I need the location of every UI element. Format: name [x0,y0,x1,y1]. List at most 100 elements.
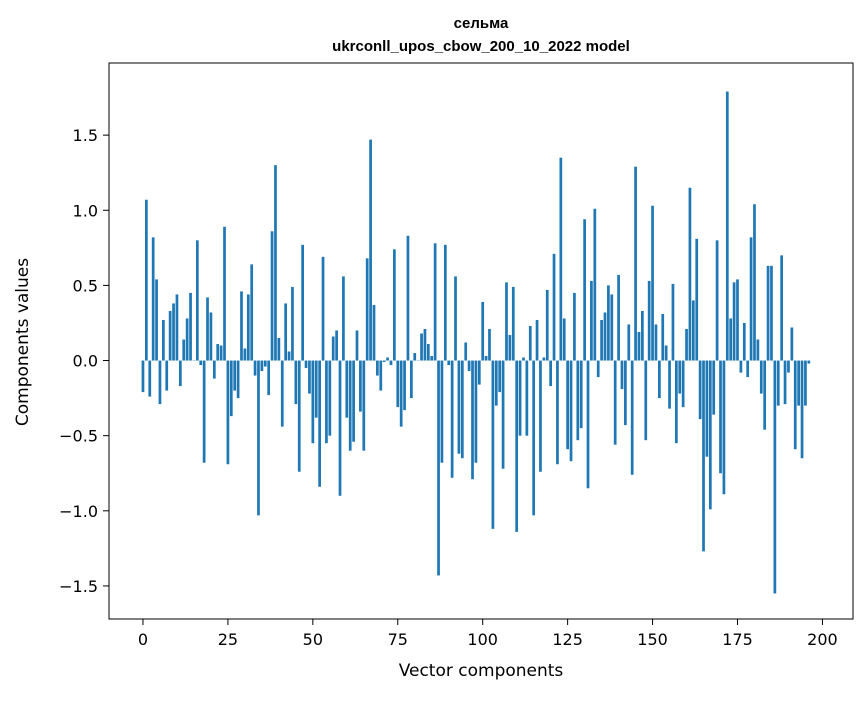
bar-115 [532,361,535,516]
bar-116 [536,320,539,361]
bar-101 [485,356,488,361]
x-tick-label: 150 [637,630,668,649]
bar-22 [216,344,219,361]
bar-65 [362,361,365,451]
bar-83 [424,329,427,361]
bar-125 [566,361,569,450]
bar-63 [356,330,359,360]
bar-35 [261,361,264,372]
bar-177 [743,323,746,361]
bar-84 [427,344,430,361]
bar-2 [148,361,151,397]
bar-190 [787,361,790,373]
bar-185 [770,266,773,361]
bar-192 [794,361,797,450]
bar-167 [709,361,712,510]
bar-3 [152,237,155,360]
bar-156 [672,284,675,361]
bar-150 [651,206,654,361]
bar-160 [685,329,688,361]
bar-62 [352,361,355,442]
bar-166 [706,361,709,457]
bar-30 [244,349,247,361]
bar-158 [678,361,681,394]
bar-53 [322,257,325,361]
bar-80 [413,353,416,361]
bar-182 [760,361,763,394]
bar-103 [492,361,495,529]
bar-165 [702,361,705,552]
x-tick-label: 125 [552,630,583,649]
bar-86 [434,243,437,360]
bar-96 [468,361,471,372]
bar-140 [617,275,620,361]
bar-26 [230,361,233,417]
bar-151 [655,324,658,360]
bar-164 [699,361,702,420]
x-tick-label: 75 [388,630,408,649]
bar-75 [396,361,399,408]
bar-92 [454,276,457,360]
bar-54 [325,361,328,444]
bar-29 [240,291,243,360]
bar-1 [145,200,148,361]
bar-112 [522,358,525,361]
bar-108 [509,335,512,361]
bar-59 [342,276,345,360]
x-tick-label: 0 [138,630,148,649]
bar-40 [278,338,281,361]
bar-130 [583,219,586,360]
bar-114 [529,326,532,361]
bar-25 [227,361,230,465]
bar-71 [383,361,386,363]
bar-79 [410,361,413,399]
y-tick-label: −1.5 [59,577,98,596]
bar-73 [390,361,393,366]
bar-127 [573,293,576,361]
bar-14 [189,293,192,361]
bar-32 [250,264,253,360]
bar-55 [328,361,331,436]
bar-147 [641,311,644,361]
bar-105 [498,361,501,393]
bar-8 [169,311,172,361]
bar-68 [373,305,376,361]
bar-154 [665,346,668,361]
bar-113 [526,361,529,436]
bar-7 [165,361,168,391]
bar-195 [804,361,807,406]
bar-0 [142,361,145,393]
bar-173 [729,318,732,360]
bar-152 [658,361,661,399]
bar-153 [661,314,664,361]
bar-67 [369,140,372,361]
bar-5 [159,361,162,405]
bar-187 [777,361,780,406]
bar-169 [716,240,719,360]
x-tick-label: 200 [807,630,838,649]
bars [142,92,811,594]
x-axis-label: Vector components [399,661,564,681]
bar-161 [689,188,692,361]
bar-47 [301,245,304,361]
bar-141 [621,361,624,390]
chart-subtitle: ukrconll_upos_cbow_200_10_2022 model [332,38,630,55]
bar-138 [610,294,613,360]
bar-52 [318,361,321,487]
bar-189 [784,361,787,405]
y-tick-label: 0.5 [73,276,98,295]
bar-93 [458,361,461,454]
bar-188 [780,255,783,360]
bar-171 [723,361,726,495]
bar-107 [505,282,508,360]
bar-20 [210,312,213,360]
bar-124 [563,318,566,360]
bar-149 [648,281,651,361]
bar-39 [274,165,277,360]
bar-143 [627,324,630,360]
bar-76 [400,361,403,427]
bar-87 [437,361,440,576]
bar-37 [267,361,270,396]
bar-184 [767,266,770,361]
